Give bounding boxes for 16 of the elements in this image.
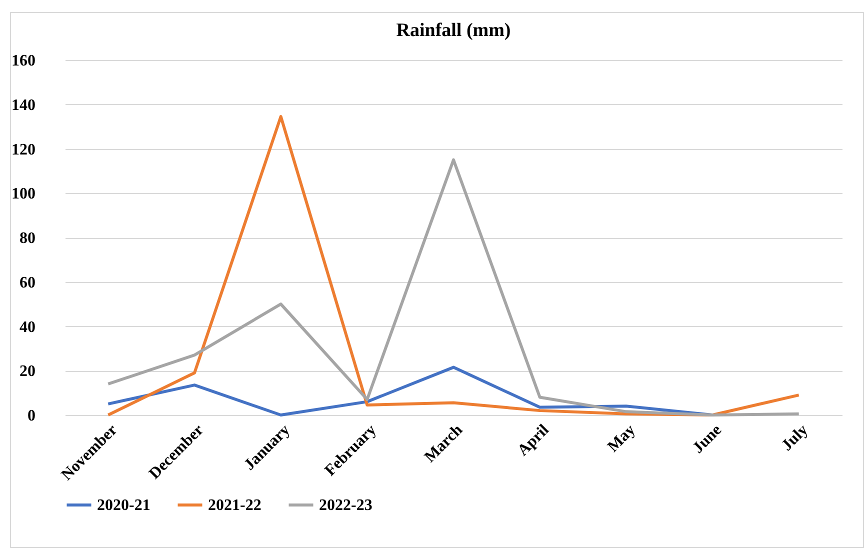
chart-title: Rainfall (mm): [396, 20, 511, 41]
legend-label: 2020-21: [97, 497, 150, 514]
x-tick-label: July: [778, 422, 812, 454]
legend-label: 2021-22: [208, 497, 262, 514]
y-tick-label: 160: [12, 52, 36, 70]
x-tick-label: May: [604, 422, 639, 456]
y-tick-label: 80: [20, 230, 36, 247]
y-tick-label: 40: [20, 318, 36, 336]
legend-label: 2022-23: [319, 497, 372, 514]
x-tick-label: June: [690, 422, 726, 457]
y-tick-label: 0: [28, 408, 36, 424]
y-tick-label: 20: [20, 363, 36, 380]
y-tick-label: 140: [12, 96, 36, 114]
y-tick-label: 100: [12, 186, 36, 203]
y-tick-label: 60: [20, 274, 36, 292]
y-tick-label: 120: [12, 141, 36, 158]
